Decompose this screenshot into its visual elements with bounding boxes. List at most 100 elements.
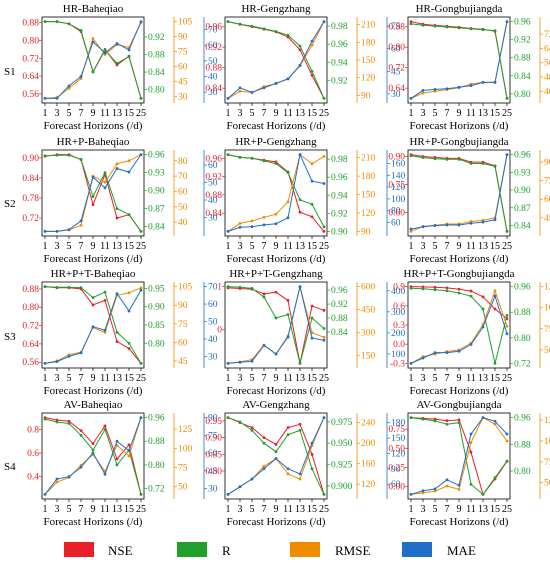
y-tick-label: 0.92 — [331, 76, 348, 86]
y-tick-label: 90 — [361, 227, 371, 237]
y-tick-label: 0.0 — [393, 340, 405, 350]
x-tick-label: 1 — [43, 373, 48, 384]
data-point-rmse — [274, 212, 278, 216]
y-tick-label: 40 — [208, 196, 218, 206]
data-point-mae — [274, 222, 278, 226]
data-point-mae — [481, 325, 485, 329]
data-point-r — [226, 285, 230, 289]
data-point-r — [469, 482, 473, 486]
data-point-r — [493, 29, 497, 33]
series-line-rmse — [44, 417, 142, 495]
x-tick-label: 13 — [478, 108, 488, 119]
series-line-rmse — [227, 286, 325, 364]
series-line-nse — [410, 417, 508, 496]
y-tick-label: 240 — [361, 419, 376, 429]
data-point-r — [493, 476, 497, 480]
data-point-mae — [79, 351, 83, 355]
y-tick-label: 70 — [208, 283, 218, 293]
data-point-r — [433, 157, 437, 161]
y-tick-label: 50 — [178, 483, 188, 493]
x-axis-label: Forecast Horizons (/d) — [44, 253, 143, 265]
x-tick-label: 1 — [226, 504, 231, 515]
y-tick-label: 0.87 — [514, 204, 531, 214]
y-tick-label: 0.72 — [22, 214, 39, 224]
data-point-mae — [43, 96, 47, 100]
data-point-mae — [322, 20, 326, 24]
chart-title: HR-Gongbujiangda — [416, 3, 503, 15]
y-tick-label: 200 — [361, 439, 376, 449]
x-tick-label: 15 — [490, 241, 500, 252]
x-axis-label: Forecast Horizons (/d) — [44, 385, 143, 397]
data-point-mae — [457, 349, 461, 353]
data-point-mae — [445, 87, 449, 91]
data-point-r — [43, 417, 47, 421]
x-tick-label: 7 — [262, 108, 267, 119]
x-tick-label: 11 — [283, 504, 293, 515]
y-tick-label: 75 — [544, 458, 550, 468]
y-tick-label: 0.84 — [331, 328, 348, 338]
data-point-r — [226, 153, 230, 157]
x-tick-label: 3 — [421, 108, 426, 119]
data-point-r — [250, 429, 254, 432]
data-point-r — [310, 202, 314, 206]
y-tick-label: 0.50 — [388, 444, 405, 454]
y-tick-label: 0.96 — [514, 151, 531, 161]
data-point-rmse — [262, 215, 266, 219]
data-point-nse — [310, 73, 314, 77]
y-tick-label: 0.93 — [148, 169, 165, 179]
y-tick-label: 0.92 — [331, 300, 348, 310]
x-tick-label: 15 — [307, 373, 317, 384]
data-point-mae — [433, 351, 437, 355]
data-point-mae — [310, 441, 314, 445]
x-tick-label: 13 — [295, 108, 305, 119]
data-point-nse — [433, 285, 437, 289]
y-tick-label: 0.88 — [22, 285, 39, 295]
data-point-mae — [262, 467, 266, 471]
data-point-r — [139, 229, 143, 233]
data-point-mae — [298, 472, 302, 476]
y-tick-label: 120 — [391, 183, 406, 193]
data-point-rmse — [127, 454, 131, 458]
data-point-r — [298, 44, 302, 48]
data-point-r — [286, 171, 290, 175]
data-point-r — [409, 22, 413, 26]
x-tick-label: 11 — [466, 504, 476, 515]
data-point-mae — [322, 338, 326, 342]
data-point-r — [457, 291, 461, 295]
data-point-nse — [67, 419, 71, 423]
y-tick-label: 80 — [178, 157, 188, 167]
data-point-rmse — [493, 422, 497, 426]
x-tick-label: 9 — [457, 108, 462, 119]
x-tick-label: 3 — [238, 373, 243, 384]
y-tick-label: 300 — [391, 308, 406, 318]
data-point-r — [274, 316, 278, 320]
x-tick-label: 11 — [100, 241, 110, 252]
y-tick-label: 0.6 — [393, 302, 405, 312]
series-line-nse — [45, 21, 142, 99]
y-tick-label: 45 — [391, 67, 401, 77]
data-point-rmse — [103, 331, 107, 334]
x-tick-label: 1 — [409, 241, 414, 252]
data-point-nse — [91, 303, 95, 307]
data-point-nse — [310, 304, 314, 308]
data-point-mae — [226, 361, 230, 365]
y-tick-label: 0.90 — [22, 154, 39, 164]
data-point-mae — [79, 465, 83, 469]
data-point-r — [274, 162, 278, 166]
y-tick-label: 0.56 — [22, 90, 39, 100]
x-tick-label: 1 — [226, 241, 231, 252]
data-point-mae — [55, 477, 59, 481]
y-tick-label: 75 — [178, 48, 188, 58]
x-tick-label: 7 — [445, 504, 450, 515]
series-line-mae — [45, 21, 142, 99]
x-tick-label: 5 — [433, 504, 438, 515]
data-point-r — [274, 30, 278, 33]
x-tick-label: 11 — [100, 373, 110, 384]
data-point-rmse — [421, 91, 425, 95]
y-tick-label: 0.96 — [205, 23, 222, 33]
y-tick-label: 70 — [208, 25, 218, 35]
y-tick-label: 0.84 — [22, 174, 39, 184]
